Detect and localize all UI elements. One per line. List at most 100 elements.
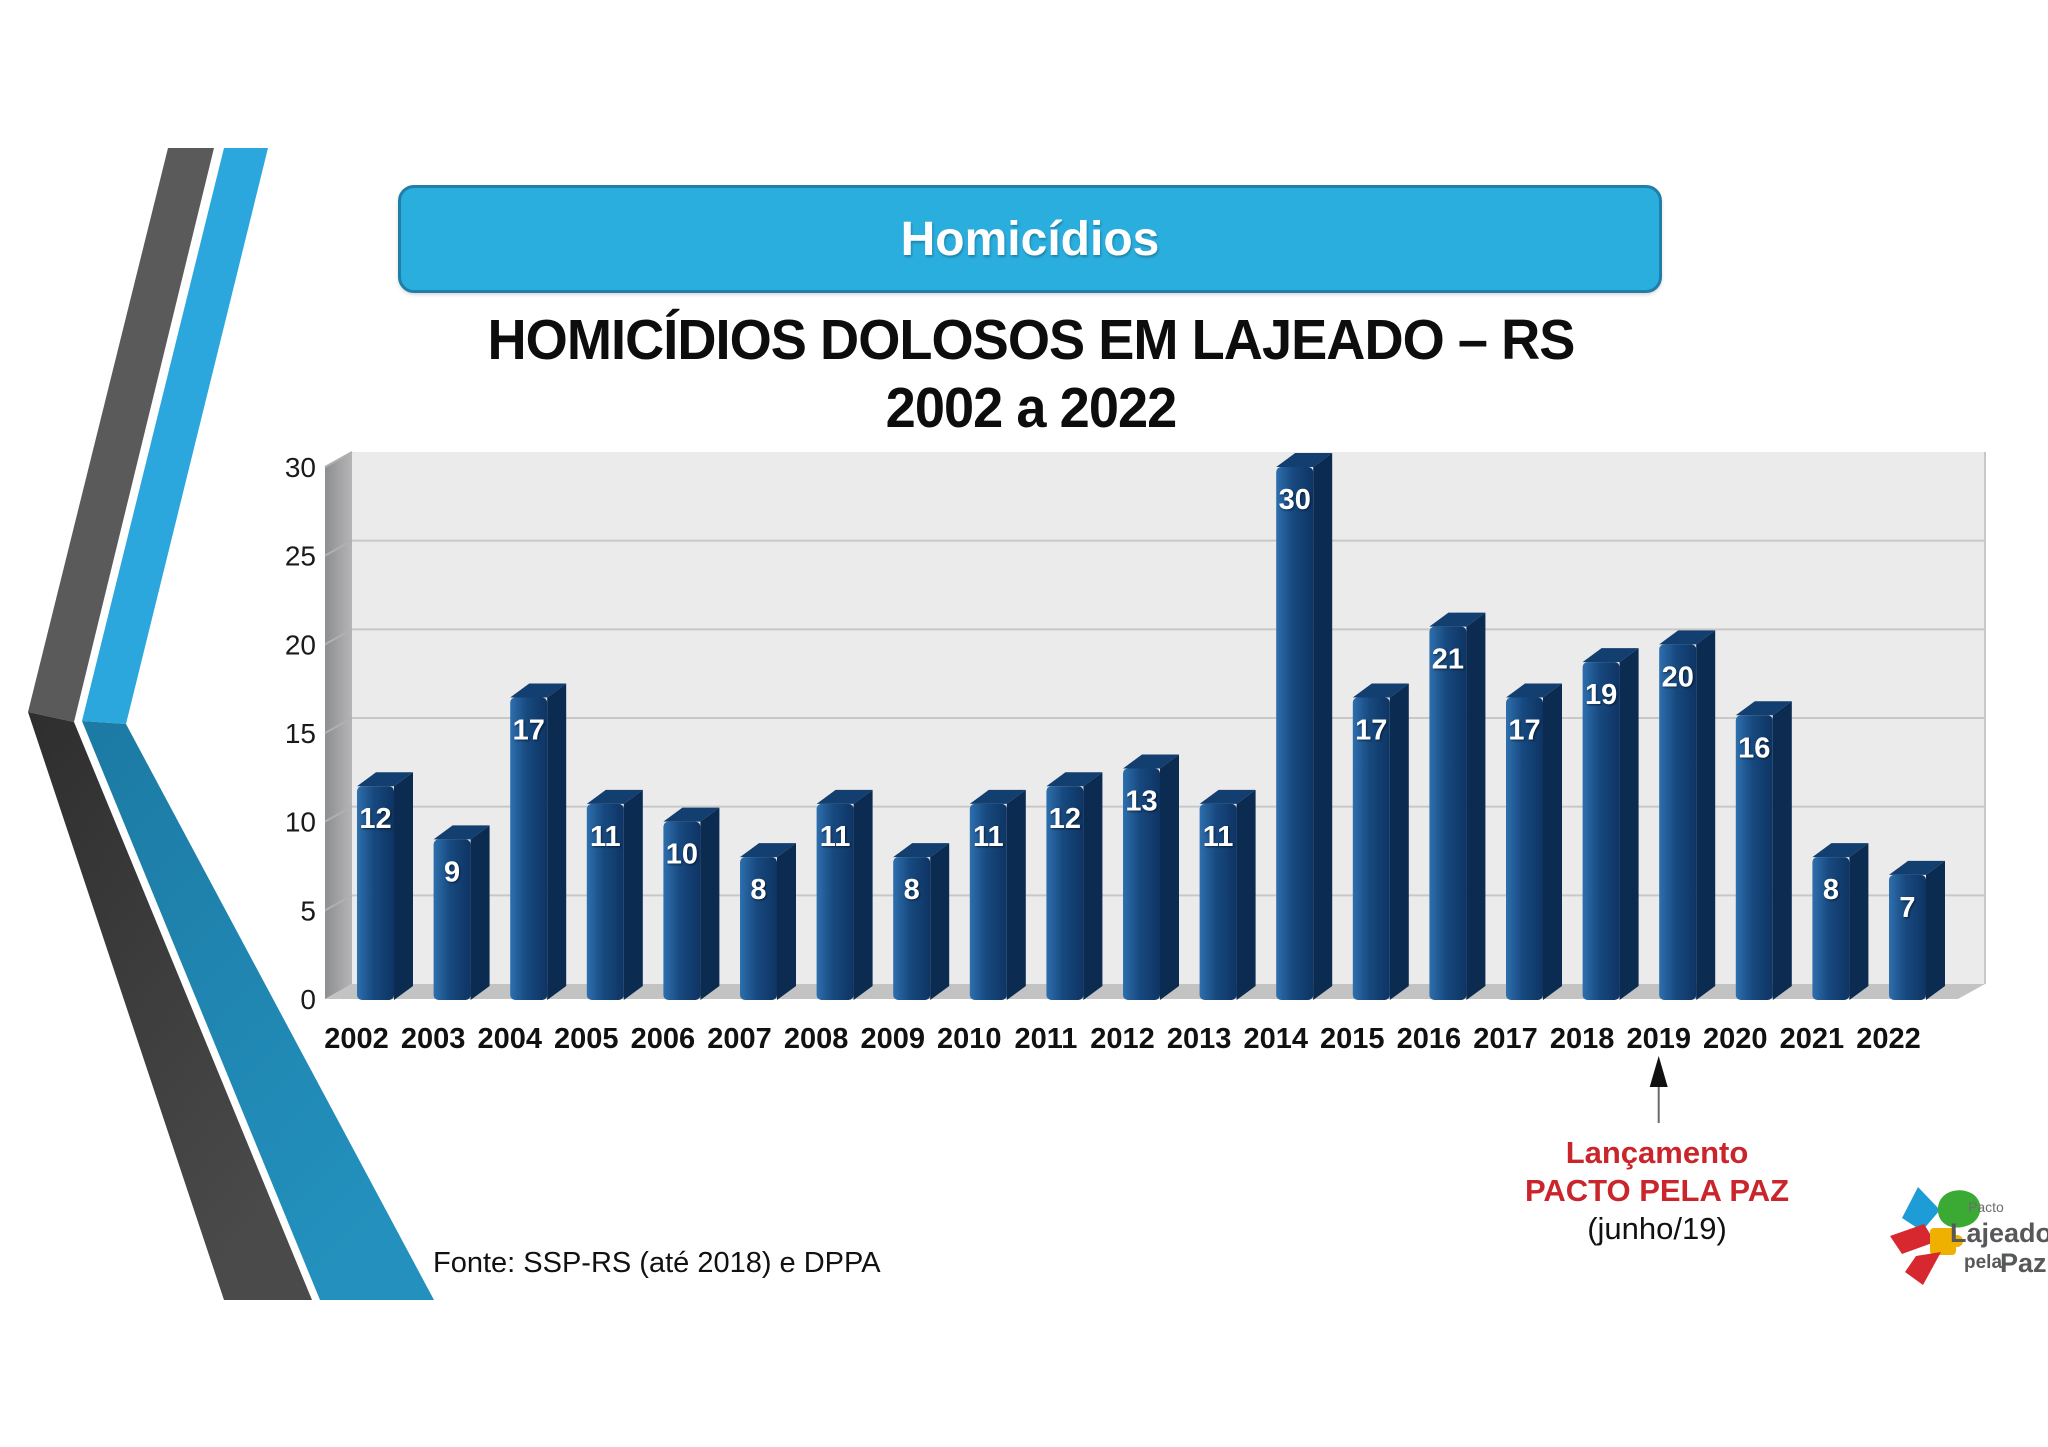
bar-side [930,843,950,1000]
bar-top [1352,683,1409,698]
y-axis-tick-label: 20 [285,629,316,660]
logo-text-lajeado: Lajeado [1950,1218,2048,1248]
bar-face [1582,662,1620,1000]
bar-value-label: 9 [444,856,460,888]
bar-face [586,803,624,1000]
bar-value-label: 11 [820,821,851,853]
bar-face [357,786,394,1000]
y-axis-tick-label: 30 [285,452,316,483]
bar-top [1582,648,1639,663]
pacto-lajeado-pela-paz-logo: Pacto Lajeado pela Paz [1890,1187,2048,1285]
x-axis-year-label: 2003 [401,1023,466,1055]
y-axis-tick-label: 5 [300,895,316,926]
bar-face [1046,786,1084,1000]
bar-face [969,803,1007,1000]
bar-2010: 11 [969,789,1026,1000]
bar-face [1199,803,1237,1000]
annotation-line3: (junho/19) [1587,1211,1727,1246]
y-axis-tick-label: 25 [285,541,316,572]
bar-face [740,857,777,1000]
bar-top [1506,683,1562,698]
bar-2015: 17 [1352,683,1409,1000]
bar-2017: 17 [1506,683,1562,1000]
bar-value-label: 11 [590,821,621,853]
bar-side [777,843,796,1000]
bar-2022: 7 [1889,860,1945,1000]
annotation-arrow-head [1649,1056,1668,1087]
bar-side [1926,860,1945,1000]
bar-top [1276,453,1333,467]
gridline-wall-stub [324,451,353,468]
bar-2018: 19 [1582,648,1639,1000]
bar-value-label: 20 [1662,661,1694,693]
logo-red-wing [1890,1224,1935,1254]
bar-2007: 8 [740,843,796,1000]
bar-face [1812,857,1850,1000]
bar-face [1659,644,1697,1000]
bar-side [1696,630,1716,1000]
bar-side [1006,789,1026,1000]
bar-side [1543,683,1562,1000]
bar-value-label: 21 [1432,644,1464,676]
bar-2021: 8 [1812,843,1869,1000]
bar-face [1352,697,1390,1000]
x-axis-year-label: 2002 [324,1023,389,1055]
x-axis-year-label: 2005 [554,1023,619,1055]
bar-2004: 17 [510,683,567,1000]
bar-side [623,789,643,1000]
bar-face [433,839,471,1000]
bar-side [700,807,720,1000]
bar-top [1659,630,1716,645]
bar-side [394,772,413,1000]
bar-value-label: 7 [1899,892,1915,924]
bar-2011: 12 [1046,772,1103,1000]
y-axis-tick-label: 15 [285,718,316,749]
bar-side [1313,453,1333,1000]
gridline-wall-stub [324,717,353,734]
x-axis-year-label: 2010 [937,1023,1002,1055]
bar-face [1506,697,1543,1000]
gridline-wall-stub [324,628,353,646]
bar-top [510,683,567,698]
bar-top [1123,754,1179,769]
bar-top [1889,860,1945,875]
x-axis-year-label: 2020 [1703,1023,1768,1055]
bar-value-label: 11 [973,821,1004,853]
bar-face [1123,768,1160,1000]
bar-value-label: 8 [1823,874,1839,906]
bar-side [1466,612,1486,1000]
annotation-pacto: Lançamento PACTO PELA PAZ (junho/19) [1482,1134,1832,1248]
gridline-wall-stub [324,805,353,823]
bar-2013: 11 [1199,789,1256,1000]
bar-2005: 11 [586,789,643,1000]
bar-value-label: 16 [1738,732,1770,764]
x-axis-year-label: 2009 [860,1023,925,1055]
x-axis-year-label: 2022 [1856,1023,1921,1055]
x-axis-year-label: 2011 [1014,1023,1077,1055]
bar-top [1046,772,1103,787]
logo-text-pacto: Pacto [1968,1199,2004,1215]
x-axis-year-label: 2004 [477,1023,542,1055]
bar-2020: 16 [1735,701,1792,1000]
bar-side [1849,843,1869,1000]
bar-side [1160,754,1179,1000]
bar-top [586,789,643,804]
bar-2009: 8 [893,843,950,1000]
x-axis-year-label: 2012 [1090,1023,1155,1055]
bar-top [357,772,413,787]
bar-value-label: 30 [1279,484,1311,516]
annotation-line1: Lançamento [1565,1135,1749,1170]
bar-top [969,789,1026,804]
bar-face [1429,626,1467,1000]
y-axis-tick-label: 0 [300,984,316,1015]
bar-2016: 21 [1429,612,1486,1000]
gridline-wall-stub [324,894,353,912]
bar-2012: 13 [1123,754,1179,1000]
chart-title: HOMICÍDIOS DOLOSOS EM LAJEADO – RS 2002 … [399,306,1663,442]
bar-side [1083,772,1103,1000]
bar-top [1735,701,1792,716]
chart-title-line2: 2002 a 2022 [885,376,1178,440]
bar-top [893,843,950,858]
